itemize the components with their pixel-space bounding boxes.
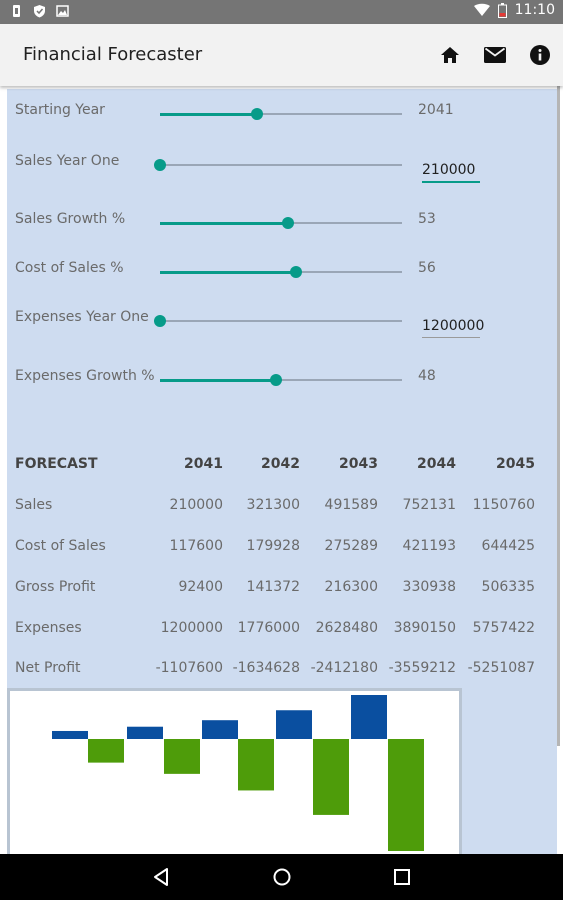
image-icon [56,5,69,17]
loss-bar [388,739,424,851]
table-cell: -2412180 [310,660,378,676]
table-cell: 3890150 [393,620,456,636]
recents-button[interactable] [391,866,413,888]
profit-bar [276,710,312,739]
table-cell: 752131 [402,497,456,513]
content-area: Starting Year 2041 Sales Year One 210000… [0,86,563,854]
forecast-header-row: FORECAST 2041 2042 2043 2044 2045 [7,456,557,476]
profit-bar [351,695,387,739]
navigation-bar [0,854,563,900]
forecast-header-year: 2042 [261,456,300,472]
row-label: Net Profit [15,660,81,676]
loss-bar [88,739,124,763]
scrollbar[interactable] [557,86,560,746]
table-cell: 1150760 [472,497,535,513]
table-cell: 1776000 [237,620,300,636]
expenses-year-one-slider[interactable] [154,314,402,328]
table-cell: 141372 [246,579,300,595]
table-cell: 117600 [169,538,223,554]
cost-of-sales-value: 56 [418,260,436,276]
table-cell: -1107600 [155,660,223,676]
table-cell: 1200000 [160,620,223,636]
forecast-header-year: 2044 [417,456,456,472]
app-bar: Financial Forecaster [0,24,563,86]
forecast-chart-svg [52,695,424,851]
home-icon [441,47,459,63]
forecast-header-year: 2045 [496,456,535,472]
starting-year-slider[interactable] [160,107,402,121]
table-row: Sales 210000 321300 491589 752131 115076… [7,497,557,517]
table-cell: 330938 [402,579,456,595]
expenses-year-one-field[interactable]: 1200000 [422,318,484,338]
home-button[interactable] [437,42,463,68]
table-cell: -3559212 [388,660,456,676]
forecast-header-label: FORECAST [15,456,98,472]
profit-bar [202,720,238,739]
cost-of-sales-slider[interactable] [160,265,402,279]
loss-bar [313,739,349,815]
info-icon [530,45,550,65]
sales-year-one-field[interactable]: 210000 [422,162,480,183]
table-cell: 216300 [324,579,378,595]
forecast-header-year: 2041 [184,456,223,472]
app-title: Financial Forecaster [23,44,203,65]
sales-growth-label: Sales Growth % [15,211,126,227]
table-cell: 491589 [324,497,378,513]
table-row: Net Profit -1107600 -1634628 -2412180 -3… [7,660,557,680]
sales-year-one-slider[interactable] [154,158,402,172]
notification-icon [13,5,20,17]
sales-growth-value: 53 [418,211,436,227]
table-cell: 644425 [481,538,535,554]
forecast-header-year: 2043 [339,456,378,472]
forecast-panel: Starting Year 2041 Sales Year One 210000… [7,89,557,854]
wifi-icon [473,3,490,16]
mail-button[interactable] [482,42,508,68]
table-cell: 275289 [324,538,378,554]
table-cell: 321300 [246,497,300,513]
table-row: Gross Profit 92400 141372 216300 330938 … [7,579,557,599]
mail-icon [484,47,506,63]
expenses-growth-label: Expenses Growth % [15,368,155,384]
table-cell: 5757422 [472,620,535,636]
table-cell: 2628480 [315,620,378,636]
table-cell: -1634628 [232,660,300,676]
shield-icon [34,5,45,18]
table-cell: 506335 [481,579,535,595]
cost-of-sales-label: Cost of Sales % [15,260,124,276]
starting-year-value: 2041 [418,102,454,118]
profit-bar [127,726,163,739]
forecast-chart [7,688,462,854]
status-time: 11:10 [514,2,555,18]
table-row: Expenses 1200000 1776000 2628480 3890150… [7,620,557,640]
expenses-growth-slider[interactable] [160,373,402,387]
status-bar: 11:10 [0,0,563,24]
battery-icon [497,2,507,18]
table-row: Cost of Sales 117600 179928 275289 42119… [7,538,557,558]
row-label: Cost of Sales [15,538,106,554]
sales-growth-slider[interactable] [160,216,402,230]
starting-year-label: Starting Year [15,102,105,118]
row-label: Expenses [15,620,82,636]
loss-bar [238,739,274,791]
row-label: Gross Profit [15,579,96,595]
expenses-growth-value: 48 [418,368,436,384]
table-cell: 421193 [402,538,456,554]
back-button[interactable] [150,866,172,888]
table-cell: -5251087 [467,660,535,676]
table-cell: 179928 [246,538,300,554]
info-button[interactable] [527,42,553,68]
row-label: Sales [15,497,53,513]
expenses-year-one-label: Expenses Year One [15,309,149,325]
table-cell: 210000 [169,497,223,513]
sales-year-one-label: Sales Year One [15,153,120,169]
profit-bar [52,730,88,739]
home-nav-button[interactable] [271,866,293,888]
table-cell: 92400 [178,579,223,595]
loss-bar [164,739,200,774]
